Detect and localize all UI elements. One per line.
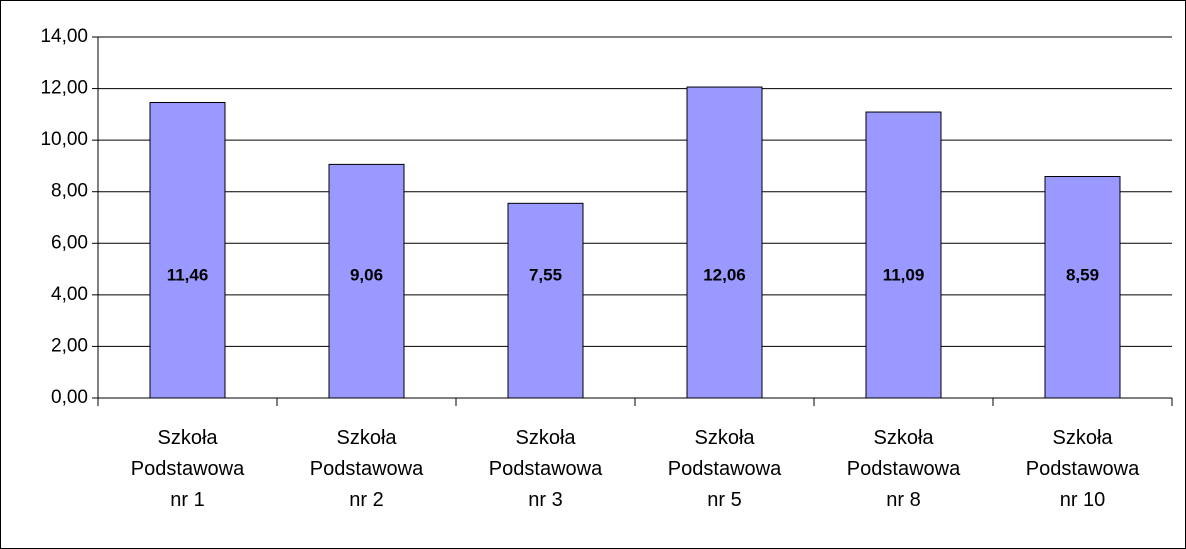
bar (149, 101, 226, 399)
y-tick-label: 8,00 (51, 181, 88, 202)
bar (686, 86, 763, 399)
y-tick-label: 6,00 (51, 232, 88, 253)
x-tick-label: Szkoła Podstawowa nr 1 (130, 427, 245, 511)
y-tick-label: 2,00 (51, 335, 88, 356)
y-tick-label: 4,00 (51, 284, 88, 305)
value-label: 8,59 (1066, 265, 1099, 284)
x-tick-label: Szkoła Podstawowa nr 5 (667, 427, 782, 511)
bar (865, 111, 942, 399)
value-label: 9,06 (350, 265, 383, 284)
bar (328, 163, 405, 399)
y-tick-label: 10,00 (40, 129, 88, 150)
y-tick-label: 12,00 (40, 78, 88, 99)
x-tick-label: Szkoła Podstawowa nr 10 (1025, 427, 1140, 511)
value-label: 12,06 (703, 265, 746, 284)
x-tick-label: Szkoła Podstawowa nr 2 (309, 427, 424, 511)
y-tick-label: 0,00 (51, 387, 88, 408)
bar (507, 202, 584, 399)
value-label: 11,46 (167, 265, 209, 284)
y-tick-label: 14,00 (40, 26, 88, 47)
value-label: 7,55 (529, 265, 562, 284)
bar (1044, 176, 1121, 399)
x-tick-label: Szkoła Podstawowa nr 3 (488, 427, 603, 511)
value-label: 11,09 (883, 265, 925, 284)
x-tick-label: Szkoła Podstawowa nr 8 (846, 427, 961, 511)
